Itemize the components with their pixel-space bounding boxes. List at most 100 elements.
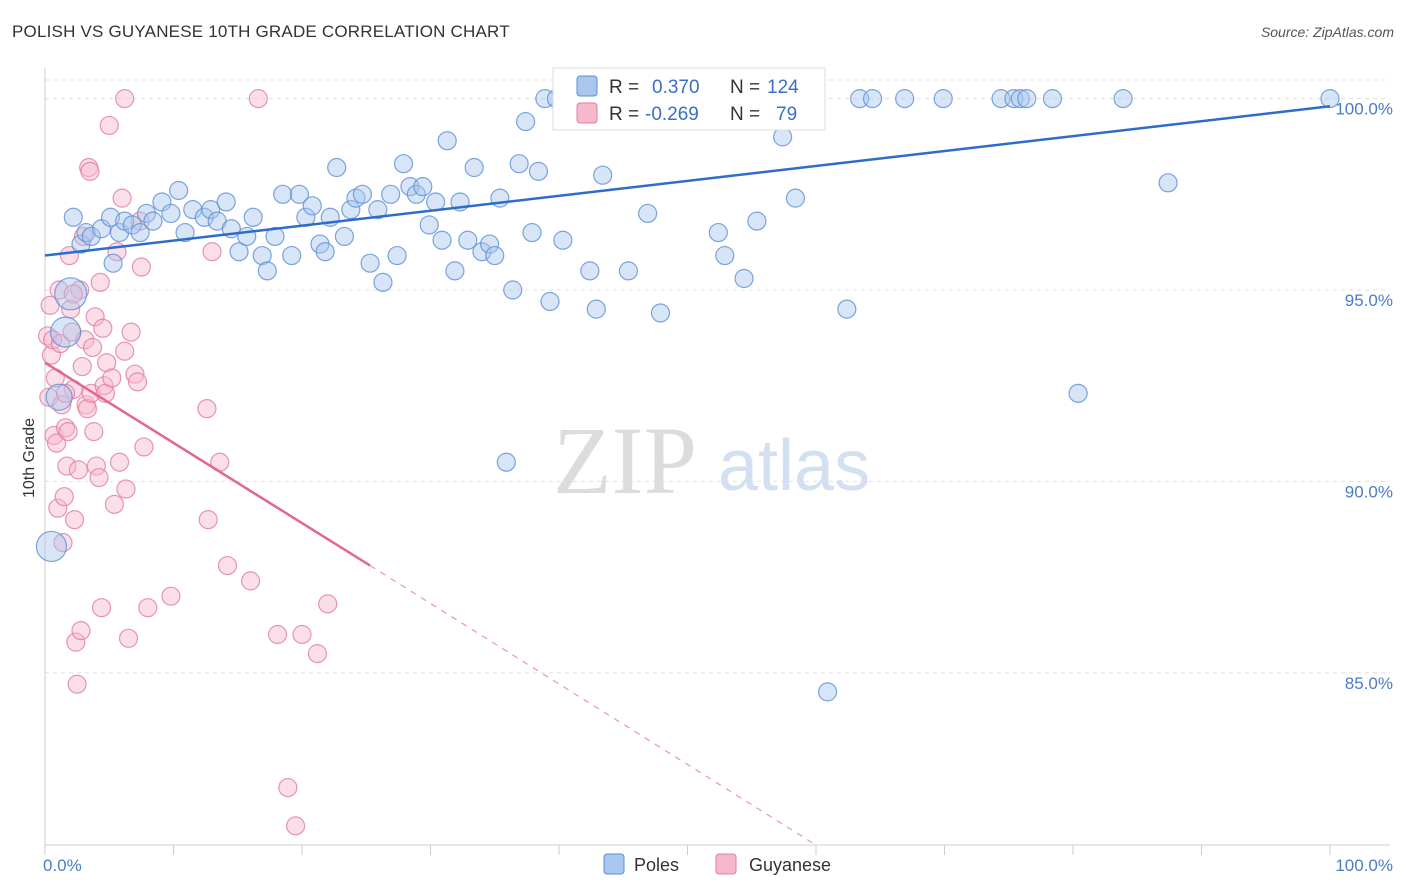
guyanese-point — [102, 368, 122, 388]
poles-point — [289, 184, 310, 204]
poles-point — [368, 200, 388, 220]
guyanese-point — [50, 333, 71, 354]
poles-point — [1010, 89, 1030, 109]
y-tick-labels: 85.0% 90.0% 95.0% 100.0% — [1335, 100, 1393, 693]
guyanese-point — [241, 571, 261, 591]
guyanese-point — [67, 674, 87, 694]
poles-point — [194, 207, 214, 227]
poles-point — [229, 242, 249, 262]
guyanese-point — [63, 284, 83, 304]
poles-point — [1017, 89, 1037, 109]
poles-point — [360, 253, 380, 273]
poles-point — [437, 131, 457, 151]
poles-point — [472, 242, 492, 262]
poles-point — [515, 111, 536, 132]
poles-point — [715, 245, 735, 266]
poles-point — [45, 383, 73, 411]
bottom-legend-guyanese-label: Guyanese — [749, 855, 831, 875]
guyanese-point — [118, 628, 139, 648]
guyanese-point — [292, 624, 312, 645]
poles-point — [553, 230, 573, 250]
poles-point — [785, 188, 806, 208]
poles-point — [352, 184, 372, 204]
legend-guyanese-r-label: R = — [609, 104, 639, 125]
poles-point — [708, 222, 728, 243]
guyanese-point — [285, 816, 306, 836]
guyanese-point — [267, 624, 288, 645]
legend-box — [552, 67, 826, 131]
poles-point — [373, 272, 393, 292]
poles-point — [54, 277, 88, 311]
x-tick-labels: 0.0% 100.0% — [43, 856, 1393, 875]
guyanese-point — [55, 383, 76, 403]
x-tick-label: 100.0% — [1335, 856, 1393, 875]
guyanese-point — [112, 188, 132, 208]
guyanese-point — [82, 337, 103, 358]
poles-trend-line — [44, 105, 1331, 257]
poles-point — [485, 245, 505, 266]
guyanese-point — [77, 399, 98, 419]
poles-point — [161, 203, 181, 224]
poles-point — [522, 222, 542, 243]
poles-point — [387, 245, 407, 266]
legend-guyanese-n-value: 79 — [776, 104, 797, 125]
guyanese-point — [115, 341, 135, 361]
poles-point — [528, 161, 549, 181]
guyanese-point — [52, 395, 72, 415]
poles-point — [458, 230, 478, 250]
y-tick-label: 85.0% — [1345, 674, 1393, 693]
guyanese-point — [93, 318, 113, 338]
legend-poles-n-label: N = — [730, 77, 760, 98]
guyanese-point — [66, 632, 86, 652]
guyanese-point — [84, 422, 104, 442]
poles-point — [136, 203, 157, 224]
poles-point — [76, 222, 96, 243]
poles-point — [100, 207, 121, 227]
poles-point — [393, 154, 414, 174]
guyanese-point — [198, 510, 218, 530]
watermark-atlas: atlas — [718, 426, 870, 506]
trend-lines — [44, 105, 1331, 846]
poles-point — [35, 530, 68, 563]
poles-point — [772, 127, 793, 147]
guyanese-point — [85, 307, 105, 327]
guyanese-point — [89, 467, 109, 488]
guyanese-point — [46, 433, 67, 453]
poles-point — [201, 200, 221, 220]
poles-point — [406, 184, 426, 204]
poles-point — [381, 184, 401, 204]
guyanese-point — [202, 242, 222, 262]
poles-point — [1068, 383, 1088, 403]
poles-point — [1042, 89, 1063, 109]
poles-point — [143, 211, 163, 231]
poles-point — [327, 157, 347, 178]
guyanese-point — [161, 586, 181, 606]
poles-point — [265, 226, 285, 247]
poles-point — [432, 230, 452, 250]
poles-point — [169, 180, 189, 201]
guyanese-trend-extension — [369, 565, 817, 846]
guyanese-point — [58, 422, 78, 442]
guyanese-point — [90, 272, 110, 292]
legend: R = 0.370 N = 124 R = -0.269 N = 79 — [552, 67, 826, 131]
legend-guyanese-r-value: -0.269 — [645, 104, 699, 125]
guyanese-point — [54, 487, 74, 507]
guyanese-point — [48, 498, 68, 518]
guyanese-point — [131, 257, 151, 277]
poles-point — [341, 200, 361, 220]
poles-point — [49, 316, 82, 348]
guyanese-point — [104, 494, 124, 514]
poles-point — [81, 226, 101, 247]
bottom-legend-poles-swatch — [603, 853, 625, 875]
guyanese-point — [80, 161, 100, 181]
guyanese-point — [197, 399, 217, 419]
poles-point — [445, 261, 465, 281]
poles-point — [650, 303, 671, 323]
poles-point — [747, 211, 767, 231]
poles-point — [419, 215, 439, 235]
y-tick-label: 95.0% — [1345, 291, 1393, 310]
guyanese-point — [125, 364, 145, 384]
poles-point — [302, 196, 322, 216]
poles-point — [837, 299, 857, 319]
